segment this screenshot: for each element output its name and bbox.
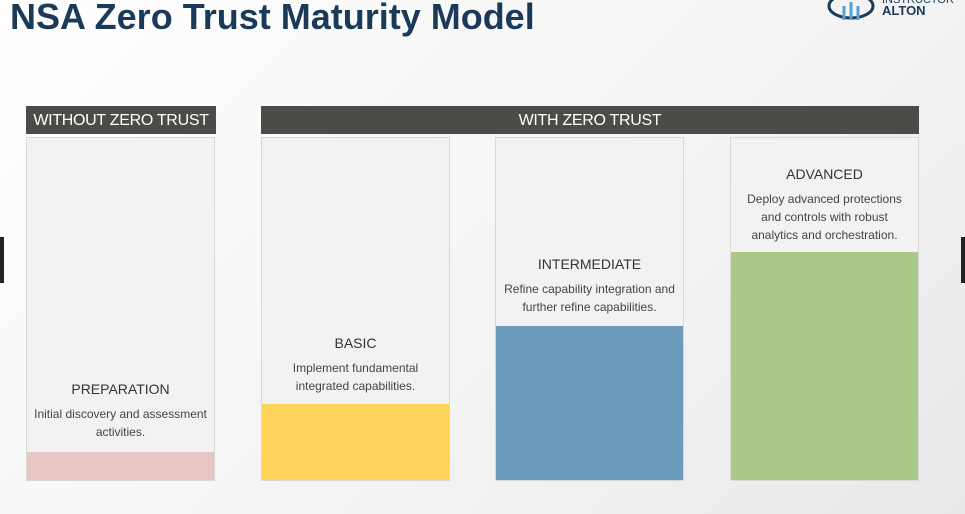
stage-name: INTERMEDIATE [537,256,642,272]
stage-text: ADVANCED Deploy advanced protections and … [737,166,912,244]
nav-edge [0,237,4,283]
stage-description: Implement fundamental integrated capabil… [292,361,419,393]
stage-block [496,326,683,480]
stage-column: PREPARATION Initial discovery and assessm… [26,137,215,481]
stage-description: Refine capability integration and furthe… [504,282,675,314]
title: NSA Zero Trust Maturity Model [10,0,535,37]
nav-edge [961,237,965,283]
logo-text: ALTON [882,3,926,18]
group-header: WITH ZERO TRUST [261,106,919,134]
stage-text: INTERMEDIATE Refine capability integratio… [502,256,677,316]
group-header: WITHOUT ZERO TRUST [26,106,216,134]
stage-text: PREPARATION Initial discovery and assessm… [33,381,208,441]
stage-block [731,252,918,480]
stage-column: BASIC Implement fundamental integrated ca… [261,137,450,481]
logo: INSTRUCTOR ALTON [826,0,965,20]
stage-description: Deploy advanced protections and controls… [747,192,902,242]
stage-description: Initial discovery and assessment activit… [34,407,207,439]
stage-column: ADVANCED Deploy advanced protections and … [730,137,919,481]
logo-icon [827,0,875,20]
stage-column: INTERMEDIATE Refine capability integratio… [495,137,684,481]
stage-block [262,404,449,480]
stage-name: PREPARATION [71,381,170,397]
stage-block [27,452,214,480]
logo-text: INSTRUCTOR [882,0,954,6]
stage-name: ADVANCED [786,166,863,182]
stage-name: BASIC [334,335,377,351]
stage-text: BASIC Implement fundamental integrated ca… [268,335,443,395]
